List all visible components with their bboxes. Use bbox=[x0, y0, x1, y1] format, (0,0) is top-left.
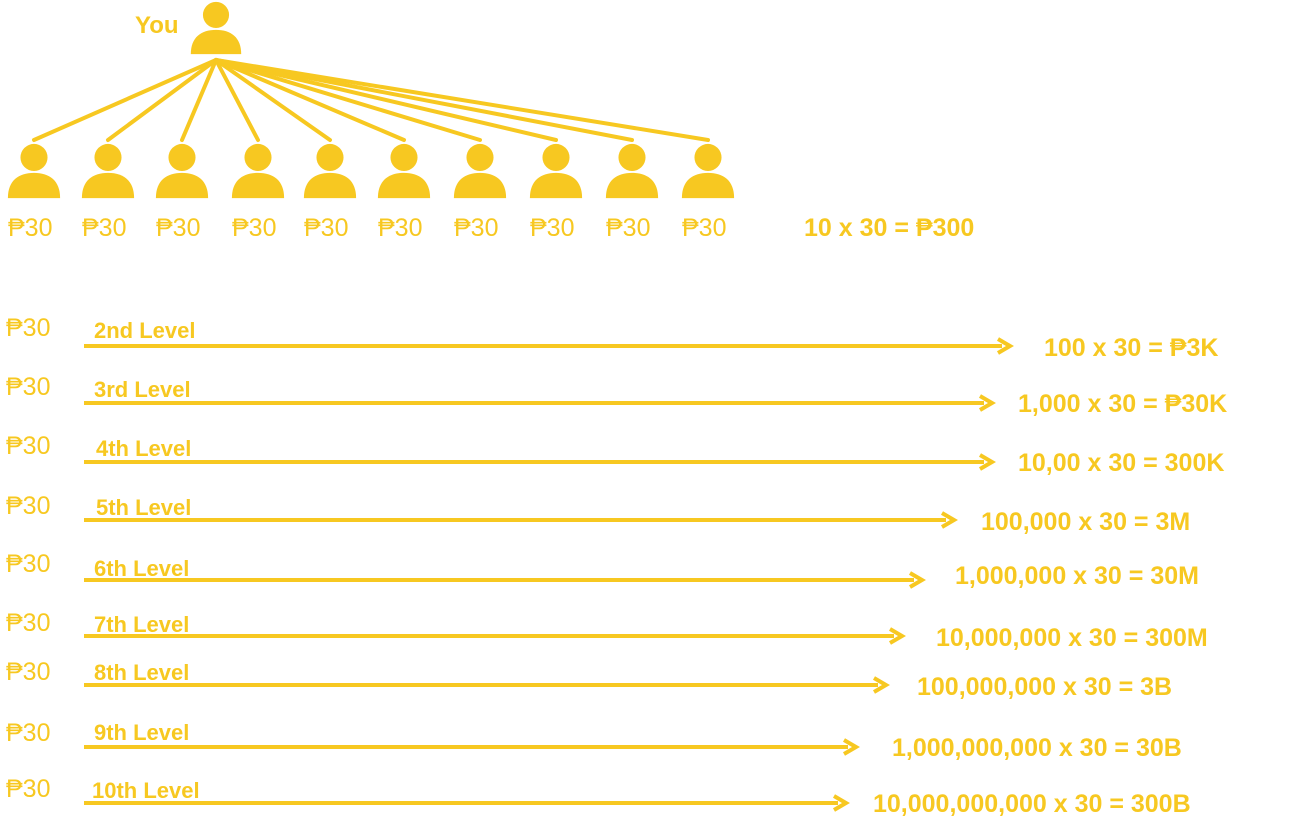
level-amount: ₱30 bbox=[6, 550, 51, 578]
level-amount: ₱30 bbox=[6, 432, 51, 460]
level-arrow-head bbox=[978, 394, 996, 412]
connector-line bbox=[106, 58, 218, 142]
level-amount: ₱30 bbox=[6, 658, 51, 686]
member-amount: ₱30 bbox=[232, 214, 277, 242]
level-label: 4th Level bbox=[96, 436, 192, 461]
level-label: 2nd Level bbox=[94, 318, 196, 343]
member-person-icon bbox=[377, 143, 431, 199]
member-amount: ₱30 bbox=[530, 214, 575, 242]
member-person-icon bbox=[81, 143, 135, 199]
member-amount: ₱30 bbox=[304, 214, 349, 242]
member-person-icon bbox=[303, 143, 357, 199]
level-total: 100 x 30 = ₱3K bbox=[1044, 334, 1219, 362]
connector-line bbox=[180, 58, 218, 142]
member-amount: ₱30 bbox=[8, 214, 53, 242]
level-arrow-head bbox=[996, 337, 1014, 355]
connector-line bbox=[214, 58, 634, 142]
connector-line bbox=[214, 58, 558, 142]
level-amount: ₱30 bbox=[6, 492, 51, 520]
level-label: 7th Level bbox=[94, 612, 190, 637]
level-arrow-head bbox=[940, 511, 958, 529]
member-amount: ₱30 bbox=[606, 214, 651, 242]
level-amount: ₱30 bbox=[6, 314, 51, 342]
level-total: 1,000,000 x 30 = 30M bbox=[955, 562, 1199, 590]
level-amount: ₱30 bbox=[6, 775, 51, 803]
connector-line bbox=[214, 58, 406, 142]
level-total: 1,000 x 30 = ₱30K bbox=[1018, 390, 1228, 418]
member-amount: ₱30 bbox=[156, 214, 201, 242]
member-person-icon bbox=[681, 143, 735, 199]
member-person-icon bbox=[453, 143, 507, 199]
member-amount: ₱30 bbox=[82, 214, 127, 242]
connector-line bbox=[214, 58, 260, 142]
connector-line bbox=[214, 58, 710, 142]
level-arrow-head bbox=[842, 738, 860, 756]
member-person-icon bbox=[605, 143, 659, 199]
connector-line bbox=[32, 58, 218, 142]
member-amount: ₱30 bbox=[454, 214, 499, 242]
level-arrow-head bbox=[888, 627, 906, 645]
level-arrow-head bbox=[872, 676, 890, 694]
level-amount: ₱30 bbox=[6, 373, 51, 401]
level-total: 100,000 x 30 = 3M bbox=[981, 508, 1191, 536]
level-amount: ₱30 bbox=[6, 609, 51, 637]
level-arrow-head bbox=[978, 453, 996, 471]
level-total: 10,00 x 30 = 300K bbox=[1018, 449, 1225, 477]
first-level-total: 10 x 30 = ₱300 bbox=[804, 214, 975, 242]
level-total: 100,000,000 x 30 = 3B bbox=[917, 673, 1173, 701]
member-person-icon bbox=[529, 143, 583, 199]
member-amount: ₱30 bbox=[378, 214, 423, 242]
member-person-icon bbox=[7, 143, 61, 199]
level-label: 8th Level bbox=[94, 660, 190, 685]
level-label: 6th Level bbox=[94, 556, 190, 581]
member-amount: ₱30 bbox=[682, 214, 727, 242]
level-arrow-head bbox=[832, 794, 850, 812]
level-label: 9th Level bbox=[94, 720, 190, 745]
root-label: You bbox=[135, 12, 179, 39]
level-total: 10,000,000 x 30 = 300M bbox=[936, 624, 1208, 652]
level-total: 1,000,000,000 x 30 = 30B bbox=[892, 734, 1182, 762]
level-arrow-head bbox=[908, 571, 926, 589]
connector-line bbox=[214, 58, 332, 142]
member-person-icon bbox=[231, 143, 285, 199]
member-person-icon bbox=[155, 143, 209, 199]
connector-line bbox=[214, 58, 482, 142]
root-person-icon bbox=[190, 1, 242, 55]
level-label: 5th Level bbox=[96, 495, 192, 520]
level-label: 10th Level bbox=[92, 778, 200, 803]
level-label: 3rd Level bbox=[94, 377, 191, 402]
level-total: 10,000,000,000 x 30 = 300B bbox=[873, 790, 1191, 818]
level-amount: ₱30 bbox=[6, 719, 51, 747]
